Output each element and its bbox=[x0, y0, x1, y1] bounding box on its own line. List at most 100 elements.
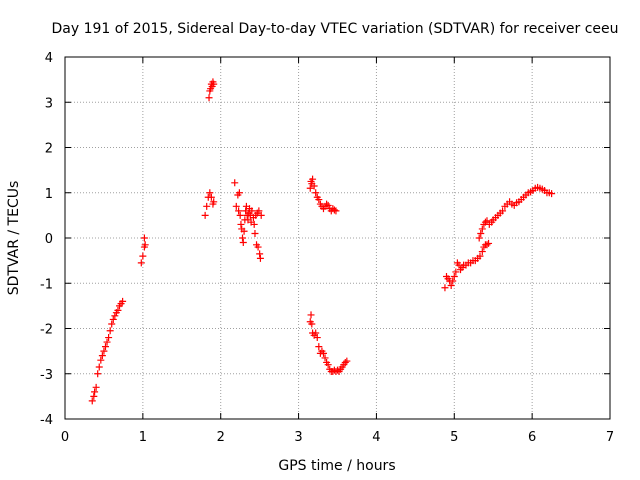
data-point bbox=[210, 198, 218, 206]
data-point bbox=[139, 252, 147, 260]
data-point bbox=[499, 207, 507, 215]
data-point bbox=[310, 182, 318, 190]
data-point bbox=[140, 234, 148, 242]
data-point bbox=[237, 220, 245, 228]
data-point bbox=[341, 358, 349, 366]
data-point bbox=[548, 190, 556, 198]
data-point bbox=[308, 320, 316, 328]
data-point bbox=[109, 315, 117, 323]
data-point bbox=[201, 211, 209, 219]
series-arc-5 bbox=[231, 179, 265, 262]
data-point bbox=[319, 349, 327, 357]
series-arc-2 bbox=[137, 234, 149, 267]
data-point bbox=[343, 357, 351, 365]
x-tick-label: 5 bbox=[450, 430, 458, 445]
data-point bbox=[330, 206, 338, 214]
chart-title: Day 191 of 2015, Sidereal Day-to-day VTE… bbox=[51, 21, 618, 37]
data-point bbox=[332, 207, 340, 215]
data-point bbox=[251, 229, 259, 237]
data-point bbox=[334, 366, 341, 374]
y-tick-label: -2 bbox=[40, 323, 53, 338]
data-point bbox=[483, 217, 491, 225]
data-point bbox=[206, 189, 214, 197]
data-point bbox=[108, 320, 116, 328]
data-point bbox=[111, 312, 119, 320]
data-point bbox=[250, 220, 258, 228]
data-point bbox=[90, 392, 98, 400]
data-point bbox=[313, 334, 321, 342]
data-point bbox=[235, 207, 243, 215]
data-point bbox=[312, 329, 320, 337]
data-point bbox=[321, 354, 329, 362]
data-point bbox=[449, 277, 457, 285]
data-point bbox=[485, 239, 493, 247]
data-point bbox=[105, 334, 113, 342]
series-arc-8 bbox=[441, 239, 493, 292]
data-point bbox=[114, 306, 122, 314]
data-point bbox=[483, 241, 491, 249]
data-point bbox=[97, 356, 105, 364]
data-point bbox=[98, 352, 106, 360]
data-point bbox=[92, 383, 100, 391]
series-arc-1 bbox=[88, 297, 127, 405]
x-axis: 0 1 2 3 4 5 6 7 bbox=[61, 57, 614, 445]
data-point bbox=[452, 268, 460, 276]
data-point bbox=[478, 225, 486, 233]
data-point bbox=[137, 259, 145, 267]
data-point bbox=[205, 94, 213, 102]
data-point bbox=[256, 250, 264, 258]
series-arc-7 bbox=[306, 311, 351, 375]
data-point bbox=[91, 388, 99, 396]
data-point bbox=[231, 179, 239, 187]
y-tick-label: 4 bbox=[45, 51, 53, 66]
y-tick-label: 1 bbox=[45, 187, 53, 202]
data-point bbox=[236, 211, 244, 219]
data-point bbox=[307, 311, 315, 319]
data-point bbox=[450, 272, 458, 280]
data-point bbox=[100, 347, 108, 355]
data-point bbox=[239, 234, 247, 242]
x-tick-label: 1 bbox=[139, 430, 147, 445]
y-tick-label: -4 bbox=[40, 413, 53, 428]
data-point bbox=[248, 207, 256, 215]
data-point bbox=[476, 252, 484, 260]
series-arc-6 bbox=[306, 175, 340, 215]
data-point bbox=[103, 338, 111, 346]
data-point bbox=[101, 343, 109, 351]
data-point bbox=[315, 196, 323, 204]
data-point bbox=[441, 284, 449, 292]
data-point bbox=[210, 80, 218, 88]
y-tick-label: -1 bbox=[40, 277, 53, 292]
data-point bbox=[257, 211, 265, 219]
data-point bbox=[481, 218, 489, 226]
data-point bbox=[88, 397, 96, 405]
y-axis: -4 -3 -2 -1 0 1 2 3 4 bbox=[40, 51, 610, 428]
data-point bbox=[254, 243, 262, 251]
series-arc-3 bbox=[201, 189, 218, 219]
series-arc-9 bbox=[475, 183, 556, 242]
y-tick-label: 3 bbox=[45, 96, 53, 111]
data-point bbox=[106, 327, 114, 335]
data-point bbox=[324, 361, 332, 369]
data-point bbox=[475, 234, 483, 242]
data-point bbox=[239, 239, 247, 247]
x-tick-label: 3 bbox=[294, 430, 302, 445]
data-point bbox=[256, 254, 264, 262]
data-point bbox=[306, 184, 314, 192]
x-axis-label: GPS time / hours bbox=[278, 458, 395, 474]
data-point bbox=[240, 227, 248, 235]
data-point bbox=[119, 297, 127, 305]
series-arc-4 bbox=[205, 78, 218, 102]
y-tick-label: -3 bbox=[40, 368, 53, 383]
x-tick-label: 0 bbox=[61, 430, 69, 445]
data-point bbox=[447, 282, 455, 290]
data-point bbox=[323, 200, 331, 208]
data-point bbox=[203, 202, 211, 210]
data-point bbox=[232, 202, 240, 210]
data-point bbox=[478, 248, 486, 256]
grid bbox=[65, 57, 610, 419]
data-point bbox=[324, 201, 332, 209]
data-point bbox=[255, 207, 263, 215]
data-point bbox=[477, 229, 485, 237]
